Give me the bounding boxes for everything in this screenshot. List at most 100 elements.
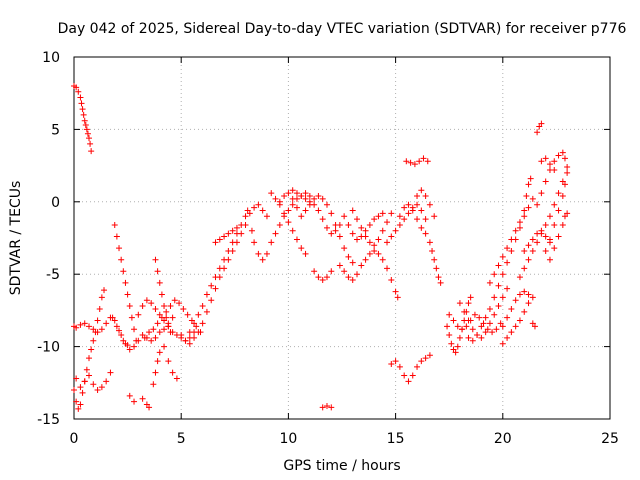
data-point — [152, 369, 159, 376]
data-point — [86, 135, 93, 142]
data-point — [186, 340, 193, 347]
data-series — [341, 210, 386, 243]
data-point — [504, 285, 511, 292]
data-point — [478, 323, 485, 330]
data-point — [444, 323, 451, 330]
data-point — [345, 253, 352, 260]
data-point — [75, 405, 82, 412]
data-point — [186, 329, 193, 336]
data-point — [208, 282, 215, 289]
data-point — [124, 291, 131, 298]
x-tick-labels: 0 5 10 15 20 25 — [70, 431, 619, 447]
data-point — [486, 320, 493, 327]
data-point — [233, 239, 240, 246]
data-point — [242, 213, 249, 220]
data-point — [431, 213, 438, 220]
data-point — [135, 311, 142, 318]
data-point — [469, 326, 476, 333]
data-point — [414, 363, 421, 370]
data-point — [446, 332, 453, 339]
data-point — [148, 337, 155, 344]
data-point — [542, 233, 549, 240]
data-point — [508, 248, 515, 255]
data-series — [248, 190, 313, 263]
data-point — [349, 207, 356, 214]
gridlines — [74, 57, 610, 419]
y-tick-label: -15 — [37, 412, 60, 428]
data-point — [315, 193, 322, 200]
data-point — [126, 346, 133, 353]
data-point — [559, 193, 566, 200]
data-point — [109, 314, 116, 321]
data-point — [276, 198, 283, 205]
data-point — [118, 256, 125, 263]
data-point — [88, 148, 95, 155]
data-point — [128, 314, 135, 321]
data-point — [225, 230, 232, 237]
data-point — [248, 227, 255, 234]
data-point — [281, 193, 288, 200]
data-series — [268, 190, 309, 257]
data-point — [499, 294, 506, 301]
data-point — [375, 213, 382, 220]
data-point — [171, 297, 178, 304]
data-point — [306, 193, 313, 200]
data-series — [276, 187, 343, 237]
data-point — [551, 158, 558, 165]
data-point — [80, 111, 87, 118]
data-point — [422, 230, 429, 237]
data-point — [86, 372, 93, 379]
data-point — [401, 216, 408, 223]
data-point — [176, 300, 183, 307]
data-point — [525, 291, 532, 298]
data-point — [165, 323, 172, 330]
data-point — [371, 242, 378, 249]
data-point — [375, 250, 382, 257]
data-point — [263, 250, 270, 257]
data-series — [186, 221, 249, 347]
data-point — [302, 207, 309, 214]
data-point — [319, 404, 326, 411]
data-point — [81, 117, 88, 124]
x-tick-label: 5 — [177, 431, 186, 447]
data-point — [392, 358, 399, 365]
data-point — [212, 285, 219, 292]
data-point — [531, 323, 538, 330]
data-point — [73, 398, 80, 405]
data-point — [379, 256, 386, 263]
data-point — [167, 303, 174, 310]
y-tick-labels: -15 -10 -5 0 5 10 — [37, 50, 60, 428]
data-point — [529, 248, 536, 255]
data-point — [77, 94, 84, 101]
data-point — [332, 221, 339, 228]
data-point — [302, 195, 309, 202]
data-point — [416, 158, 423, 165]
data-series — [362, 248, 401, 301]
data-point — [534, 201, 541, 208]
data-point — [527, 175, 534, 182]
data-point — [90, 381, 97, 388]
data-point — [276, 221, 283, 228]
data-point — [407, 159, 414, 166]
data-point — [403, 158, 410, 165]
data-series — [486, 175, 534, 286]
data-point — [251, 239, 258, 246]
x-tick-label: 25 — [601, 431, 619, 447]
data-point — [551, 166, 558, 173]
data-point — [120, 268, 127, 275]
data-point — [328, 268, 335, 275]
data-point — [268, 239, 275, 246]
data-point — [255, 250, 262, 257]
data-point — [199, 303, 206, 310]
data-point — [94, 317, 101, 324]
data-point — [366, 250, 373, 257]
data-point — [551, 245, 558, 252]
data-point — [154, 268, 161, 275]
data-point — [81, 378, 88, 385]
data-point — [96, 305, 103, 312]
data-point — [516, 317, 523, 324]
data-point — [158, 314, 165, 321]
data-point — [422, 355, 429, 362]
data-point — [534, 239, 541, 246]
